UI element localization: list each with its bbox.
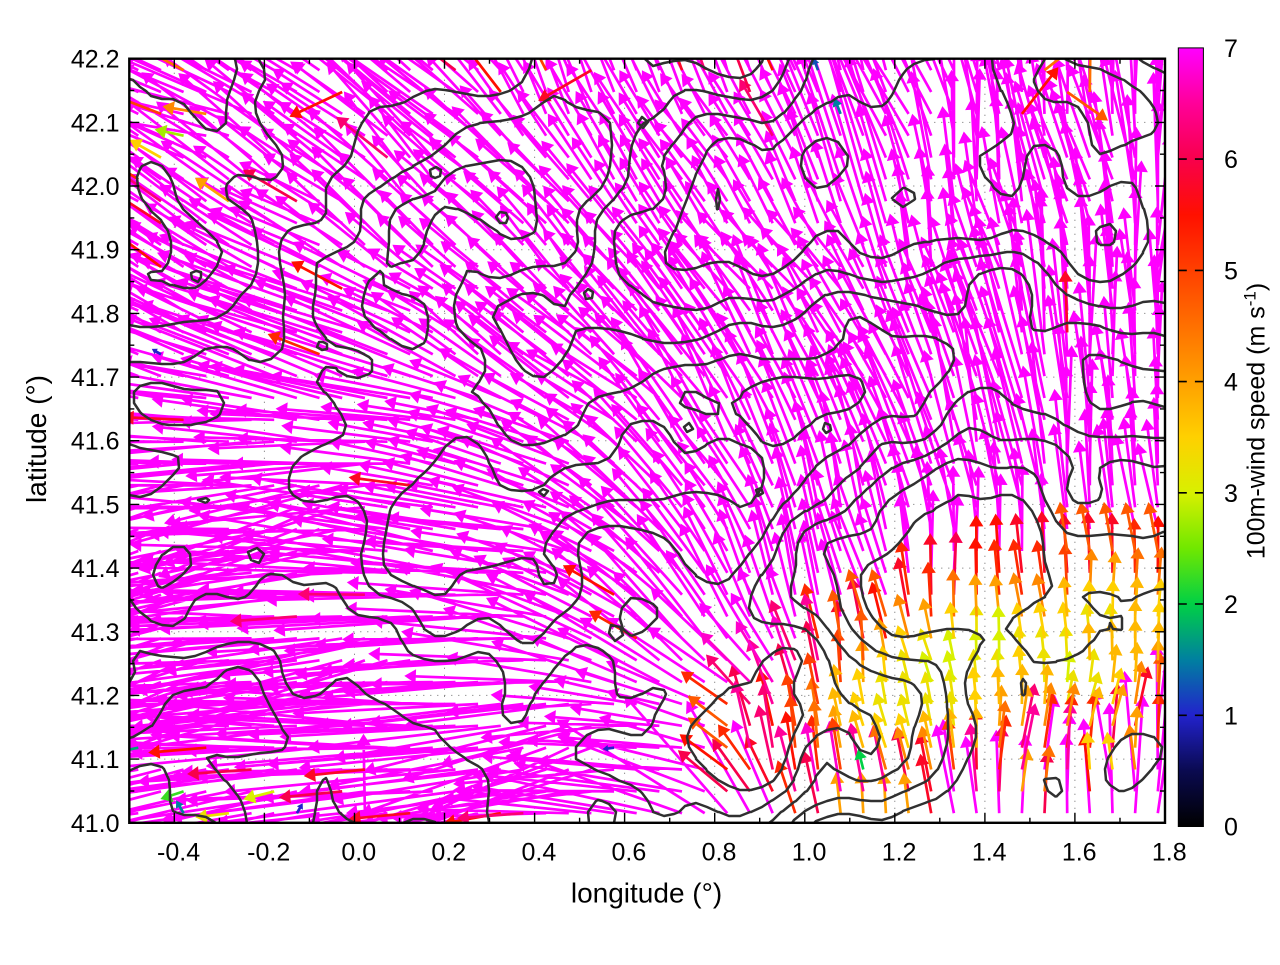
svg-text:-0.2: -0.2 bbox=[247, 839, 290, 867]
svg-text:1.6: 1.6 bbox=[1062, 839, 1097, 867]
svg-text:41.8: 41.8 bbox=[71, 300, 120, 328]
svg-text:0.8: 0.8 bbox=[702, 839, 737, 867]
svg-text:42.1: 42.1 bbox=[71, 109, 120, 137]
svg-text:7: 7 bbox=[1224, 35, 1238, 63]
svg-text:0.4: 0.4 bbox=[522, 839, 557, 867]
svg-text:4: 4 bbox=[1224, 369, 1238, 397]
svg-text:41.4: 41.4 bbox=[71, 555, 120, 583]
svg-text:41.9: 41.9 bbox=[71, 237, 120, 265]
svg-text:42.0: 42.0 bbox=[71, 173, 120, 201]
svg-text:41.2: 41.2 bbox=[71, 682, 120, 710]
svg-text:longitude (°): longitude (°) bbox=[571, 878, 722, 909]
svg-text:41.6: 41.6 bbox=[71, 428, 120, 456]
svg-text:3: 3 bbox=[1224, 480, 1238, 508]
svg-text:0.0: 0.0 bbox=[341, 839, 376, 867]
svg-text:0: 0 bbox=[1224, 814, 1238, 842]
svg-text:42.2: 42.2 bbox=[71, 46, 120, 74]
svg-text:2: 2 bbox=[1224, 591, 1238, 619]
svg-text:41.1: 41.1 bbox=[71, 746, 120, 774]
svg-text:0.6: 0.6 bbox=[612, 839, 647, 867]
svg-text:1.4: 1.4 bbox=[972, 839, 1007, 867]
svg-text:1: 1 bbox=[1224, 702, 1238, 730]
svg-text:latitude (°): latitude (°) bbox=[21, 375, 52, 503]
svg-text:41.5: 41.5 bbox=[71, 491, 120, 519]
svg-text:6: 6 bbox=[1224, 146, 1238, 174]
svg-text:41.3: 41.3 bbox=[71, 619, 120, 647]
svg-text:41.7: 41.7 bbox=[71, 364, 120, 392]
svg-text:1.8: 1.8 bbox=[1152, 839, 1187, 867]
svg-text:100m-wind speed (m s-1): 100m-wind speed (m s-1) bbox=[1241, 283, 1271, 559]
svg-text:0.2: 0.2 bbox=[431, 839, 466, 867]
svg-text:5: 5 bbox=[1224, 257, 1238, 285]
svg-text:1.0: 1.0 bbox=[792, 839, 827, 867]
svg-text:41.0: 41.0 bbox=[71, 810, 120, 838]
svg-text:1.2: 1.2 bbox=[882, 839, 917, 867]
svg-text:-0.4: -0.4 bbox=[157, 839, 200, 867]
